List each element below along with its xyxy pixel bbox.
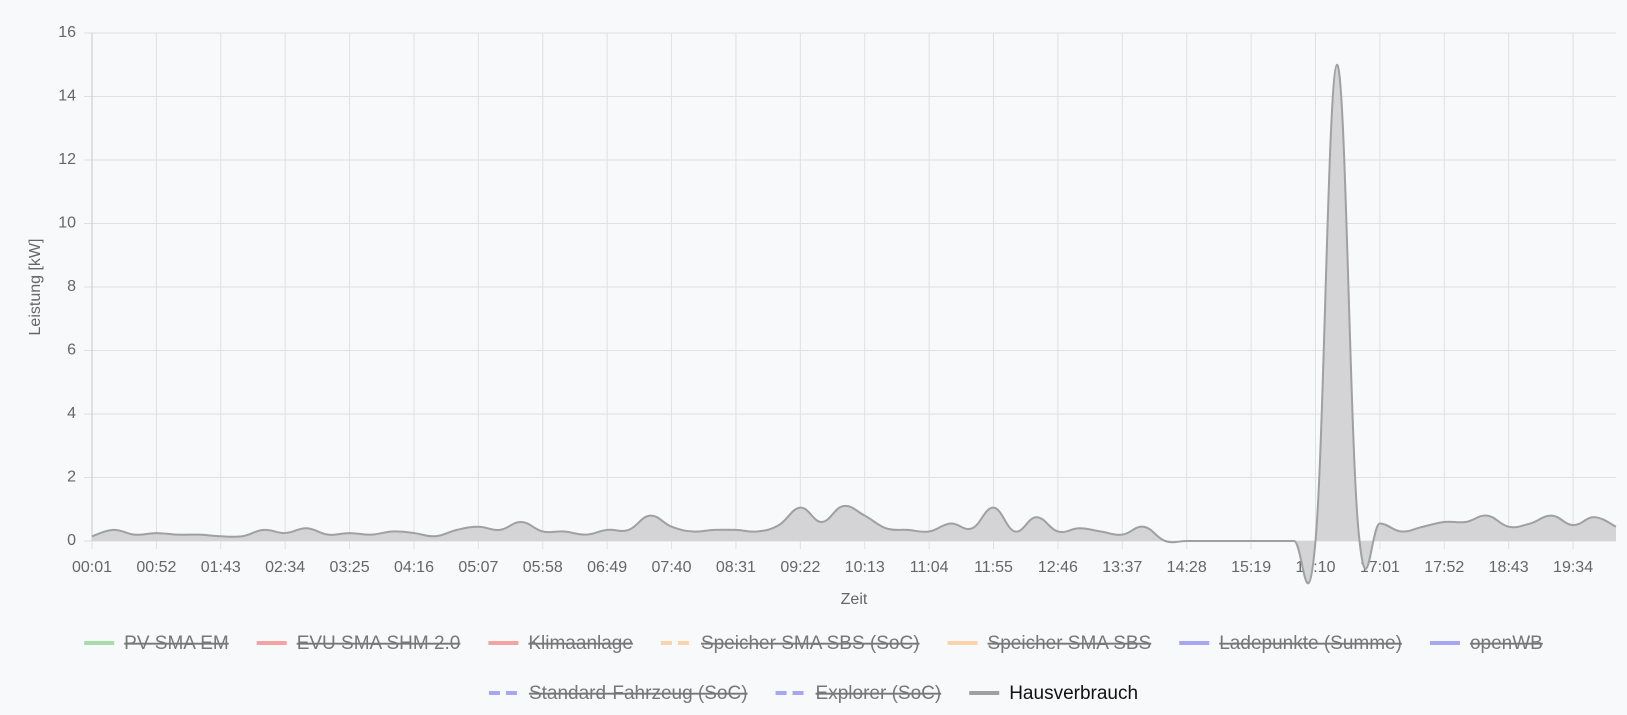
x-tick-label: 14:28 [1167, 559, 1207, 576]
x-tick-label: 07:40 [652, 559, 692, 576]
legend-label: PV SMA EM [124, 633, 229, 654]
x-tick-label: 03:25 [330, 559, 370, 576]
x-tick-label: 04:16 [394, 559, 434, 576]
x-tick-label: 17:52 [1424, 559, 1464, 576]
x-tick-label: 17:01 [1360, 559, 1400, 576]
legend-label: Explorer (SoC) [816, 683, 942, 704]
legend-label: Klimaanlage [528, 633, 633, 654]
y-tick-label: 0 [67, 532, 76, 549]
x-tick-label: 00:01 [72, 559, 112, 576]
x-tick-label: 01:43 [201, 559, 241, 576]
legend-item: Speicher SMA SBS (SoC) [660, 633, 920, 654]
legend-item: Standard-Fahrzeug (SoC) [488, 683, 748, 704]
x-tick-label: 18:43 [1489, 559, 1529, 576]
x-tick-label: 00:52 [136, 559, 176, 576]
y-tick-label: 14 [58, 88, 76, 105]
x-tick-label: 12:46 [1038, 559, 1078, 576]
legend-item: Hausverbrauch [969, 683, 1138, 704]
legend-label: Speicher SMA SBS (SoC) [701, 633, 920, 654]
x-tick-label: 10:13 [845, 559, 885, 576]
legend-item: EVU SMA SHM 2.0 [256, 633, 461, 654]
legend-item: openWB [1429, 633, 1543, 654]
legend-item: Ladepunkte (Summe) [1179, 633, 1402, 654]
legend-item: Klimaanlage [488, 633, 633, 654]
legend-label: Standard-Fahrzeug (SoC) [529, 683, 748, 704]
x-tick-label: 15:19 [1231, 559, 1271, 576]
y-tick-label: 16 [58, 24, 76, 41]
legend-label: Hausverbrauch [1009, 683, 1138, 704]
x-tick-label: 02:34 [265, 559, 305, 576]
legend-label: openWB [1470, 633, 1543, 654]
y-tick-label: 4 [67, 405, 76, 422]
area-fill [92, 64, 1616, 584]
x-tick-label: 13:37 [1102, 559, 1142, 576]
x-tick-label: 05:07 [458, 559, 498, 576]
x-tick-label: 11:55 [974, 559, 1013, 576]
x-tick-label: 11:04 [910, 559, 949, 576]
legend-label: EVU SMA SHM 2.0 [297, 633, 461, 654]
y-tick-label: 2 [67, 469, 76, 486]
x-tick-label: 05:58 [523, 559, 563, 576]
x-tick-label: 08:31 [716, 559, 756, 576]
y-tick-label: 10 [58, 215, 76, 232]
y-tick-label: 8 [67, 278, 76, 295]
y-tick-label: 12 [58, 151, 76, 168]
x-tick-label: 09:22 [780, 559, 820, 576]
line [91, 63, 1617, 585]
legend-label: Ladepunkte (Summe) [1219, 633, 1402, 654]
legend-item: Speicher SMA SBS [947, 633, 1152, 654]
x-tick-label: 19:34 [1553, 559, 1593, 576]
x-axis-title: Zeit [841, 591, 868, 608]
legend-label: Speicher SMA SBS [988, 633, 1152, 654]
legend-item: Explorer (SoC) [775, 683, 942, 704]
x-tick-label: 06:49 [587, 559, 627, 576]
y-axis-title: Leistung [kW] [27, 239, 44, 336]
y-tick-label: 6 [67, 342, 76, 359]
legend-item: PV SMA EM [84, 633, 229, 654]
